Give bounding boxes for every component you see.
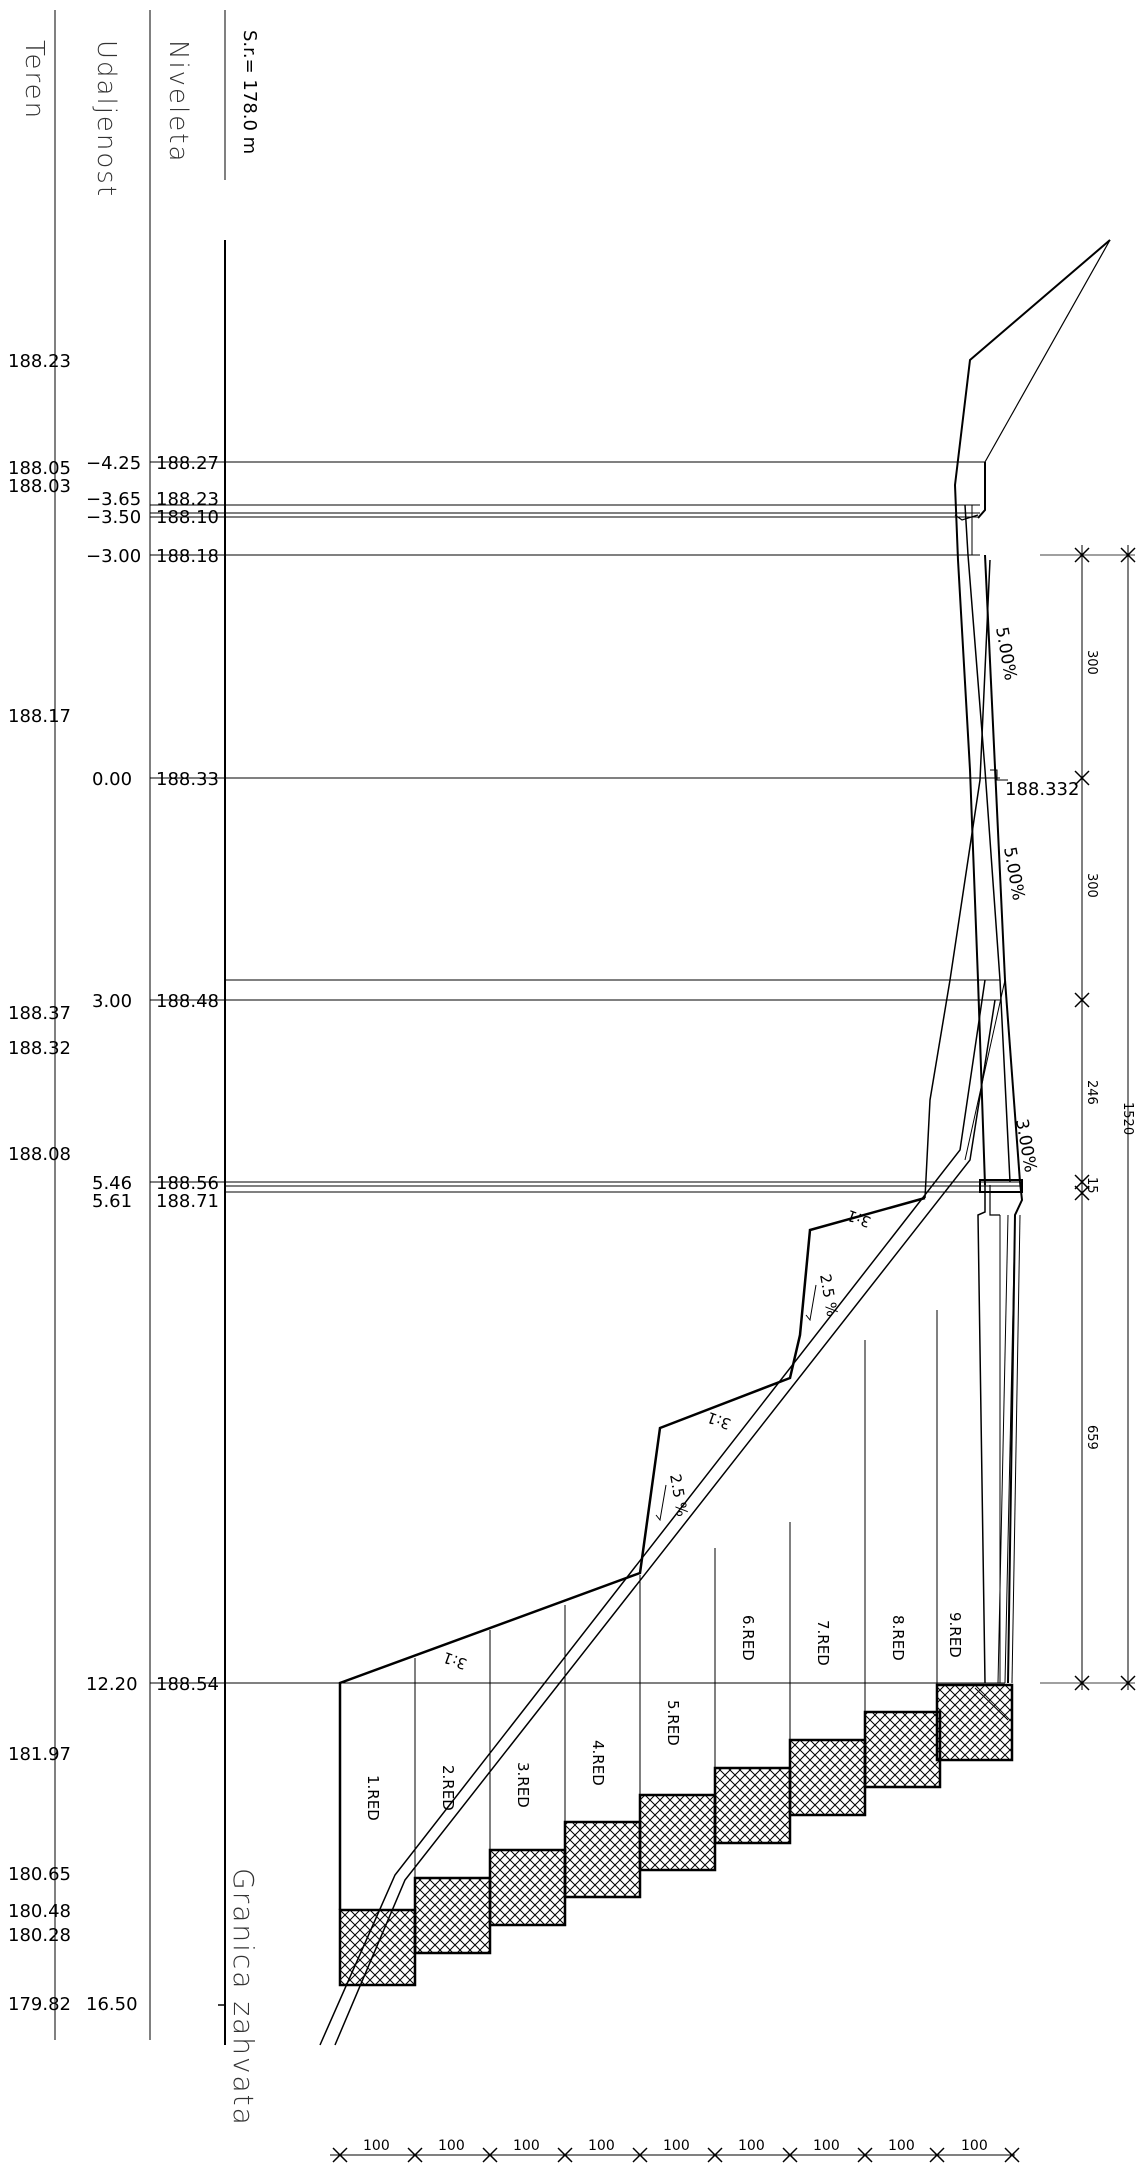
pavement-lines <box>977 554 1024 1684</box>
niveleta-value: 188.54 <box>156 1674 219 1695</box>
udaljenost-value: 3.00 <box>92 991 132 1012</box>
row-label: 7.RED <box>814 1620 832 1666</box>
row-label: 2.RED <box>439 1765 457 1811</box>
dimension-label: 100 <box>813 2138 840 2154</box>
footing-1 <box>338 1908 417 1987</box>
udaljenost-value: 12.20 <box>86 1674 138 1695</box>
dimension-label: 100 <box>513 2138 540 2154</box>
ratio-label: 3:1 <box>441 1648 470 1673</box>
footing-3 <box>488 1848 567 1927</box>
berm-slope-label: 2.5 % <box>666 1473 691 1518</box>
row-label: 8.RED <box>889 1615 907 1661</box>
ratio-label: 3:1 <box>845 1206 874 1231</box>
row-labels: 1.RED 2.RED 3.RED 4.RED 5.RED 6.RED 7.RE… <box>364 1612 964 1821</box>
dimension-label: 300 <box>1084 873 1099 898</box>
footing-6 <box>713 1766 792 1845</box>
dimension-label: 100 <box>888 2138 915 2154</box>
teren-value: 188.32 <box>8 1038 71 1059</box>
elevation-mark-value: 188.332 <box>1005 779 1079 800</box>
scale-label: S.r.= 178.0 m <box>239 30 260 154</box>
header-niveleta: Niveleta <box>163 40 193 163</box>
teren-value: 188.05 <box>8 458 71 479</box>
header-teren: Teren <box>19 40 49 120</box>
row-label: 6.RED <box>739 1615 757 1661</box>
footing-7 <box>788 1738 867 1817</box>
dimension-label: 300 <box>1084 650 1099 675</box>
slope-label-top: 5.00% <box>991 625 1020 682</box>
footings <box>338 1683 1014 1987</box>
niveleta-value: 188.33 <box>156 769 219 790</box>
udaljenost-value: −4.25 <box>86 453 141 474</box>
station-lines <box>150 461 1020 1684</box>
boundary-label: Granica zahvata <box>227 1868 260 2127</box>
udaljenost-value: 0.00 <box>92 769 132 790</box>
row-label: 5.RED <box>664 1700 682 1746</box>
slope-labels: 5.00% 5.00% 3.00% 3:1 3:1 3:1 2.5 % 2.5 … <box>441 625 1041 1673</box>
footing-8 <box>863 1710 942 1789</box>
teren-value: 180.48 <box>8 1901 71 1922</box>
udaljenost-value: 16.50 <box>86 1994 138 2015</box>
udaljenost-value: −3.50 <box>86 507 141 528</box>
dimension-label: 100 <box>588 2138 615 2154</box>
dimension-label: 100 <box>438 2138 465 2154</box>
niveleta-value: 188.18 <box>156 546 219 567</box>
slope-label-lower: 3.00% <box>1011 1117 1040 1174</box>
teren-value: 188.08 <box>8 1144 71 1165</box>
footing-4 <box>563 1820 642 1899</box>
berm-slope-label: 2.5 % <box>816 1273 841 1318</box>
teren-value: 181.97 <box>8 1744 71 1765</box>
dimension-label: 15 <box>1084 1177 1099 1194</box>
niveleta-value: 188.48 <box>156 991 219 1012</box>
footing-2 <box>413 1876 492 1955</box>
niveleta-value: 188.56 <box>156 1173 219 1194</box>
row-label: 4.RED <box>589 1740 607 1786</box>
udaljenost-value: 5.46 <box>92 1173 132 1194</box>
niveleta-value: 188.10 <box>156 507 219 528</box>
niveleta-value: 188.23 <box>156 489 219 510</box>
dimension-label: 100 <box>663 2138 690 2154</box>
footing-9 <box>935 1683 1014 1762</box>
bottom-dimensions: 100 100 100 100 100 100 100 100 100 <box>330 2138 1020 2163</box>
row-separators <box>414 1310 938 1905</box>
slope-label-middle: 5.00% <box>999 845 1028 902</box>
row-label: 3.RED <box>514 1762 532 1808</box>
niveleta-value: 188.71 <box>156 1191 219 1212</box>
dimension-label: 100 <box>363 2138 390 2154</box>
right-dimensions: 300 300 246 15 659 1520 <box>1040 545 1136 1691</box>
dimension-label: 1520 <box>1120 1102 1135 1135</box>
top-structure <box>953 239 1111 1186</box>
row-label: 9.RED <box>946 1612 964 1658</box>
teren-value: 180.65 <box>8 1864 71 1885</box>
teren-value: 188.23 <box>8 351 71 372</box>
teren-value: 179.82 <box>8 1994 71 2015</box>
header-udaljenost: Udaljenost <box>91 40 121 198</box>
teren-values: 188.23 188.05 188.03 188.17 188.37 188.3… <box>8 351 71 2015</box>
dimension-label: 246 <box>1084 1080 1099 1105</box>
dimension-label: 659 <box>1084 1425 1099 1450</box>
elevation-mark: 188.332 <box>990 769 1079 800</box>
dimension-label: 100 <box>961 2138 988 2154</box>
ratio-label: 3:1 <box>705 1408 734 1433</box>
udaljenost-value: 5.61 <box>92 1191 132 1212</box>
table-frame <box>54 10 226 2045</box>
embankment <box>338 559 1006 1910</box>
udaljenost-values: −4.25 −3.65 −3.50 −3.00 0.00 3.00 5.46 5… <box>86 453 141 2015</box>
footing-5 <box>638 1793 717 1872</box>
udaljenost-value: −3.00 <box>86 546 141 567</box>
row-label: 1.RED <box>364 1775 382 1821</box>
udaljenost-value: −3.65 <box>86 489 141 510</box>
dimension-label: 100 <box>738 2138 765 2154</box>
teren-value: 188.37 <box>8 1003 71 1024</box>
niveleta-values: 188.27 188.23 188.10 188.18 188.33 188.4… <box>156 453 219 1695</box>
teren-value: 188.17 <box>8 706 71 727</box>
column-headers: Teren Udaljenost Niveleta S.r.= 178.0 m <box>19 30 260 198</box>
teren-value: 188.03 <box>8 476 71 497</box>
niveleta-value: 188.27 <box>156 453 219 474</box>
teren-value: 180.28 <box>8 1925 71 1946</box>
